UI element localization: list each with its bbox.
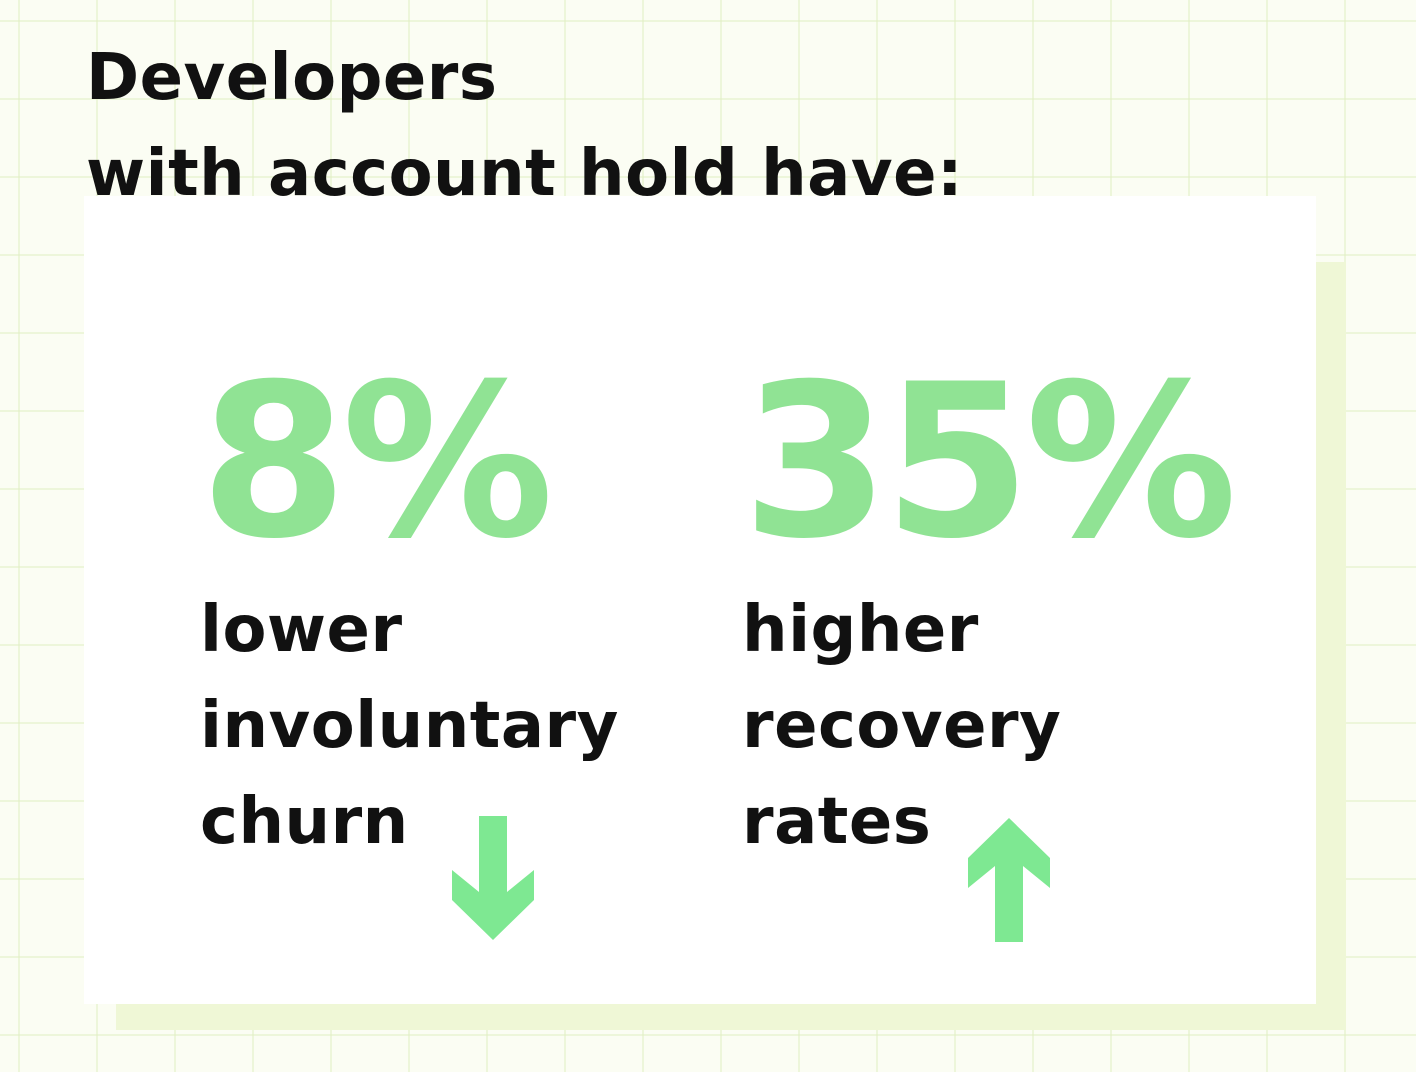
stat-desc-line: involuntary: [200, 689, 619, 763]
stat-value-churn: 8%: [200, 338, 554, 585]
stat-desc-line: higher: [742, 593, 979, 667]
stat-desc-line: rates: [742, 785, 932, 859]
arrow-down-icon: [452, 816, 534, 940]
stat-desc-line: churn: [200, 785, 409, 859]
stat-description-recovery: higher recovery rates: [742, 582, 1061, 870]
stats-card: [84, 196, 1316, 1004]
page-title: Developers with account hold have:: [86, 30, 963, 222]
stat-description-churn: lower involuntary churn: [200, 582, 619, 870]
title-line-1: Developers: [86, 41, 498, 115]
stat-desc-line: lower: [200, 593, 403, 667]
arrow-up-icon: [968, 818, 1050, 942]
stat-value-recovery: 35%: [742, 338, 1237, 585]
stat-desc-line: recovery: [742, 689, 1062, 763]
title-line-2: with account hold have:: [86, 137, 964, 211]
